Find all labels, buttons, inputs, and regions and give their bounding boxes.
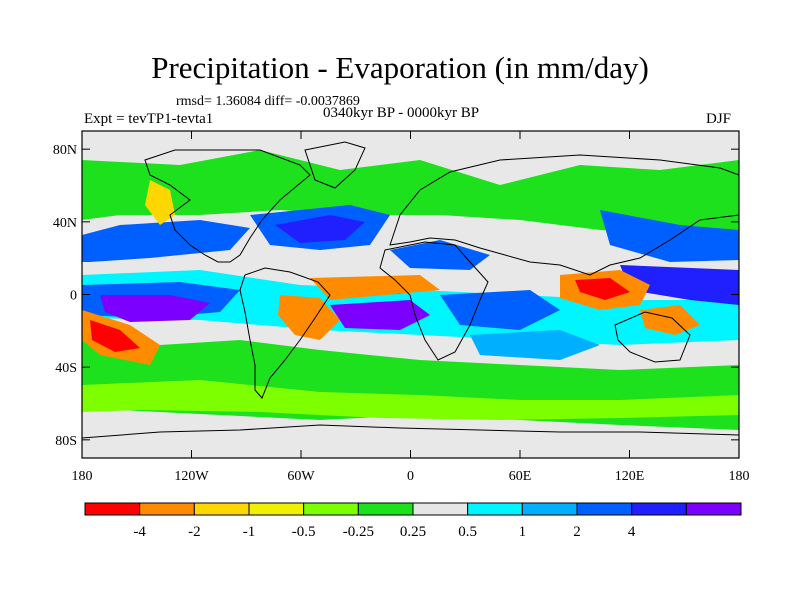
colorbar-label: -1	[243, 524, 256, 540]
colorbar-swatch	[84, 502, 141, 516]
colorbar-swatch	[139, 502, 195, 516]
coast-south-america	[239, 267, 331, 399]
colorbar-label: 0.25	[400, 524, 426, 540]
colorbar-label: -4	[133, 524, 146, 540]
colorbar-label: -0.5	[292, 524, 316, 540]
field-nh-yellow	[145, 180, 175, 225]
coast-north-america	[144, 149, 311, 263]
x-tick-label: 180	[729, 469, 750, 484]
colorbar-swatch	[521, 502, 578, 516]
coast-africa	[379, 241, 489, 361]
coast-antarctica	[82, 424, 739, 439]
field-pac-red-core	[90, 320, 140, 352]
colorbar-swatch	[576, 502, 633, 516]
y-tick-label: 40S	[55, 361, 77, 376]
x-ticks	[81, 131, 740, 458]
field-sh-lightgreen	[82, 380, 739, 420]
colorbar-swatch	[685, 502, 742, 516]
colorbar-swatch	[248, 502, 305, 516]
colorbar-label: 2	[573, 524, 581, 540]
colorbar-swatch	[193, 502, 250, 516]
y-tick-labels: 80N 40N 0 40S 80S	[53, 143, 77, 449]
x-tick-label: 180	[72, 469, 93, 484]
field-sa-orange	[278, 295, 340, 340]
field-aus-orange	[640, 305, 700, 335]
colorbar-swatch	[412, 502, 469, 516]
coast-greenland	[304, 141, 366, 189]
period-text: 0340kyr BP - 0000kyr BP	[323, 105, 480, 121]
chart-title: Precipitation - Evaporation (in mm/day)	[151, 50, 649, 85]
experiment-text: Expt = tevTP1-tevta1	[84, 111, 214, 127]
field-eu-blue	[390, 240, 490, 270]
coast-eurasia	[389, 154, 739, 276]
field-layer	[82, 131, 739, 458]
coastlines	[82, 141, 739, 439]
coast-australia	[614, 311, 691, 363]
precip-field	[82, 150, 739, 430]
x-tick-label: 60W	[287, 469, 315, 484]
stats-text: rmsd= 1.36084 diff= -0.0037869	[176, 94, 360, 109]
x-tick-label: 120E	[615, 469, 645, 484]
season-text: DJF	[706, 111, 732, 127]
field-na-darkblue	[275, 215, 365, 243]
x-tick-label: 0	[407, 469, 414, 484]
x-tick-labels: 180 120W 60W 0 60E 120E 180	[72, 469, 750, 484]
colorbar-label: -0.25	[343, 524, 374, 540]
field-mc-red	[575, 278, 630, 300]
colorbar-swatch	[303, 502, 359, 516]
colorbar-label: 4	[628, 524, 636, 540]
colorbar-swatch	[631, 502, 687, 516]
colorbar-label: -2	[188, 524, 201, 540]
field-io-blue	[440, 290, 560, 330]
field-wp-blue	[600, 210, 739, 262]
field-io-cyan	[470, 330, 600, 360]
colorbar-swatch	[357, 502, 414, 516]
colorbar-label: 0.5	[458, 524, 477, 540]
y-tick-label: 80S	[55, 434, 77, 449]
field-nh-green	[82, 150, 739, 240]
colorbar-label: 1	[519, 524, 527, 540]
field-wp-purple	[620, 265, 739, 305]
y-tick-label: 40N	[53, 216, 77, 231]
colorbar-swatch	[467, 502, 523, 516]
field-np-blue	[82, 220, 250, 262]
x-tick-label: 120W	[174, 469, 209, 484]
field-tropical-purple	[100, 295, 210, 322]
y-ticks	[82, 148, 739, 441]
y-tick-label: 80N	[53, 143, 77, 158]
colorbar-labels: -4 -2 -1 -0.5 -0.25 0.25 0.5 1 2 4	[133, 524, 636, 540]
x-tick-label: 60E	[509, 469, 532, 484]
colorbar	[84, 502, 742, 516]
y-tick-label: 0	[70, 289, 77, 304]
field-atl-purple	[330, 300, 430, 330]
field-atl-eq-orange	[310, 275, 440, 300]
